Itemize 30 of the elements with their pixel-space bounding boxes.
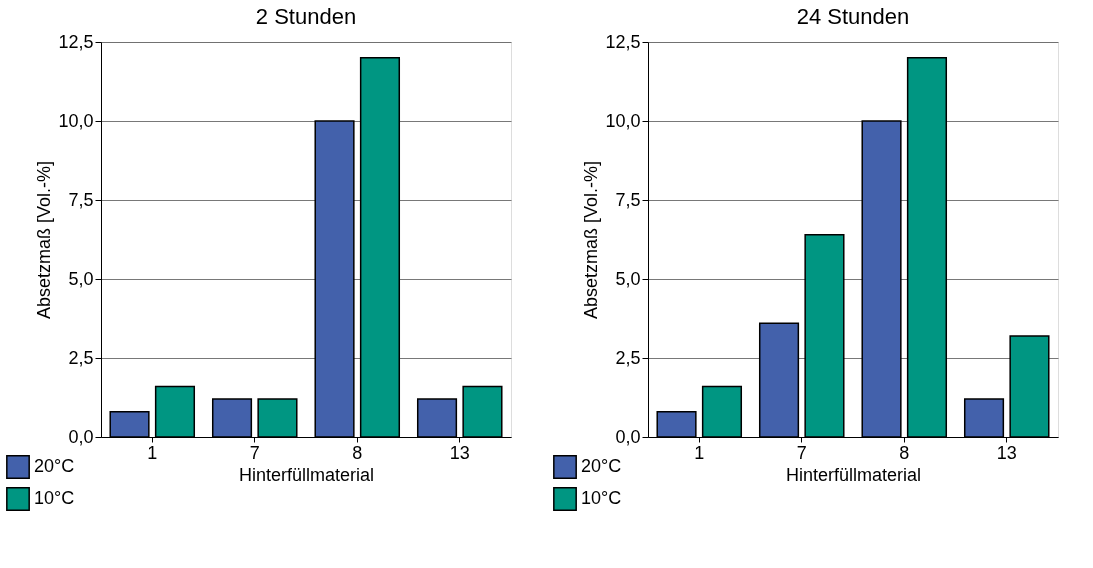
legend-label: 20°C — [581, 456, 622, 476]
x-tick-label: 13 — [996, 442, 1017, 463]
y-tick-label: 7,5 — [615, 189, 641, 210]
y-tick-label: 10,0 — [58, 110, 94, 131]
x-axis-title: Hinterfüllmaterial — [785, 464, 922, 485]
y-axis-title: Absetzmaß [Vol.-%] — [34, 160, 55, 320]
x-tick-label: 8 — [899, 442, 910, 463]
legend-label: 10°C — [581, 488, 622, 508]
y-tick-label: 0,0 — [68, 426, 94, 447]
legend-label: 20°C — [34, 456, 75, 476]
x-tick-label: 8 — [352, 442, 363, 463]
chart-title: 2 Stunden — [255, 4, 357, 29]
y-tick-label: 10,0 — [605, 110, 641, 131]
x-tick-label: 1 — [694, 442, 705, 463]
y-tick-label: 0,0 — [615, 426, 641, 447]
y-tick-label: 7,5 — [68, 189, 94, 210]
x-tick-label: 7 — [249, 442, 260, 463]
x-axis-title: Hinterfüllmaterial — [238, 464, 375, 485]
x-tick-label: 1 — [147, 442, 158, 463]
legend-label: 10°C — [34, 488, 75, 508]
y-tick-label: 2,5 — [615, 347, 641, 368]
x-tick-label: 7 — [796, 442, 807, 463]
y-tick-label: 12,5 — [605, 31, 641, 52]
chart-title: 24 Stunden — [796, 4, 910, 29]
y-tick-label: 2,5 — [68, 347, 94, 368]
x-tick-label: 13 — [449, 442, 470, 463]
y-axis-title: Absetzmaß [Vol.-%] — [581, 160, 602, 320]
y-tick-label: 5,0 — [68, 268, 94, 289]
y-tick-label: 5,0 — [615, 268, 641, 289]
y-tick-label: 12,5 — [58, 31, 94, 52]
